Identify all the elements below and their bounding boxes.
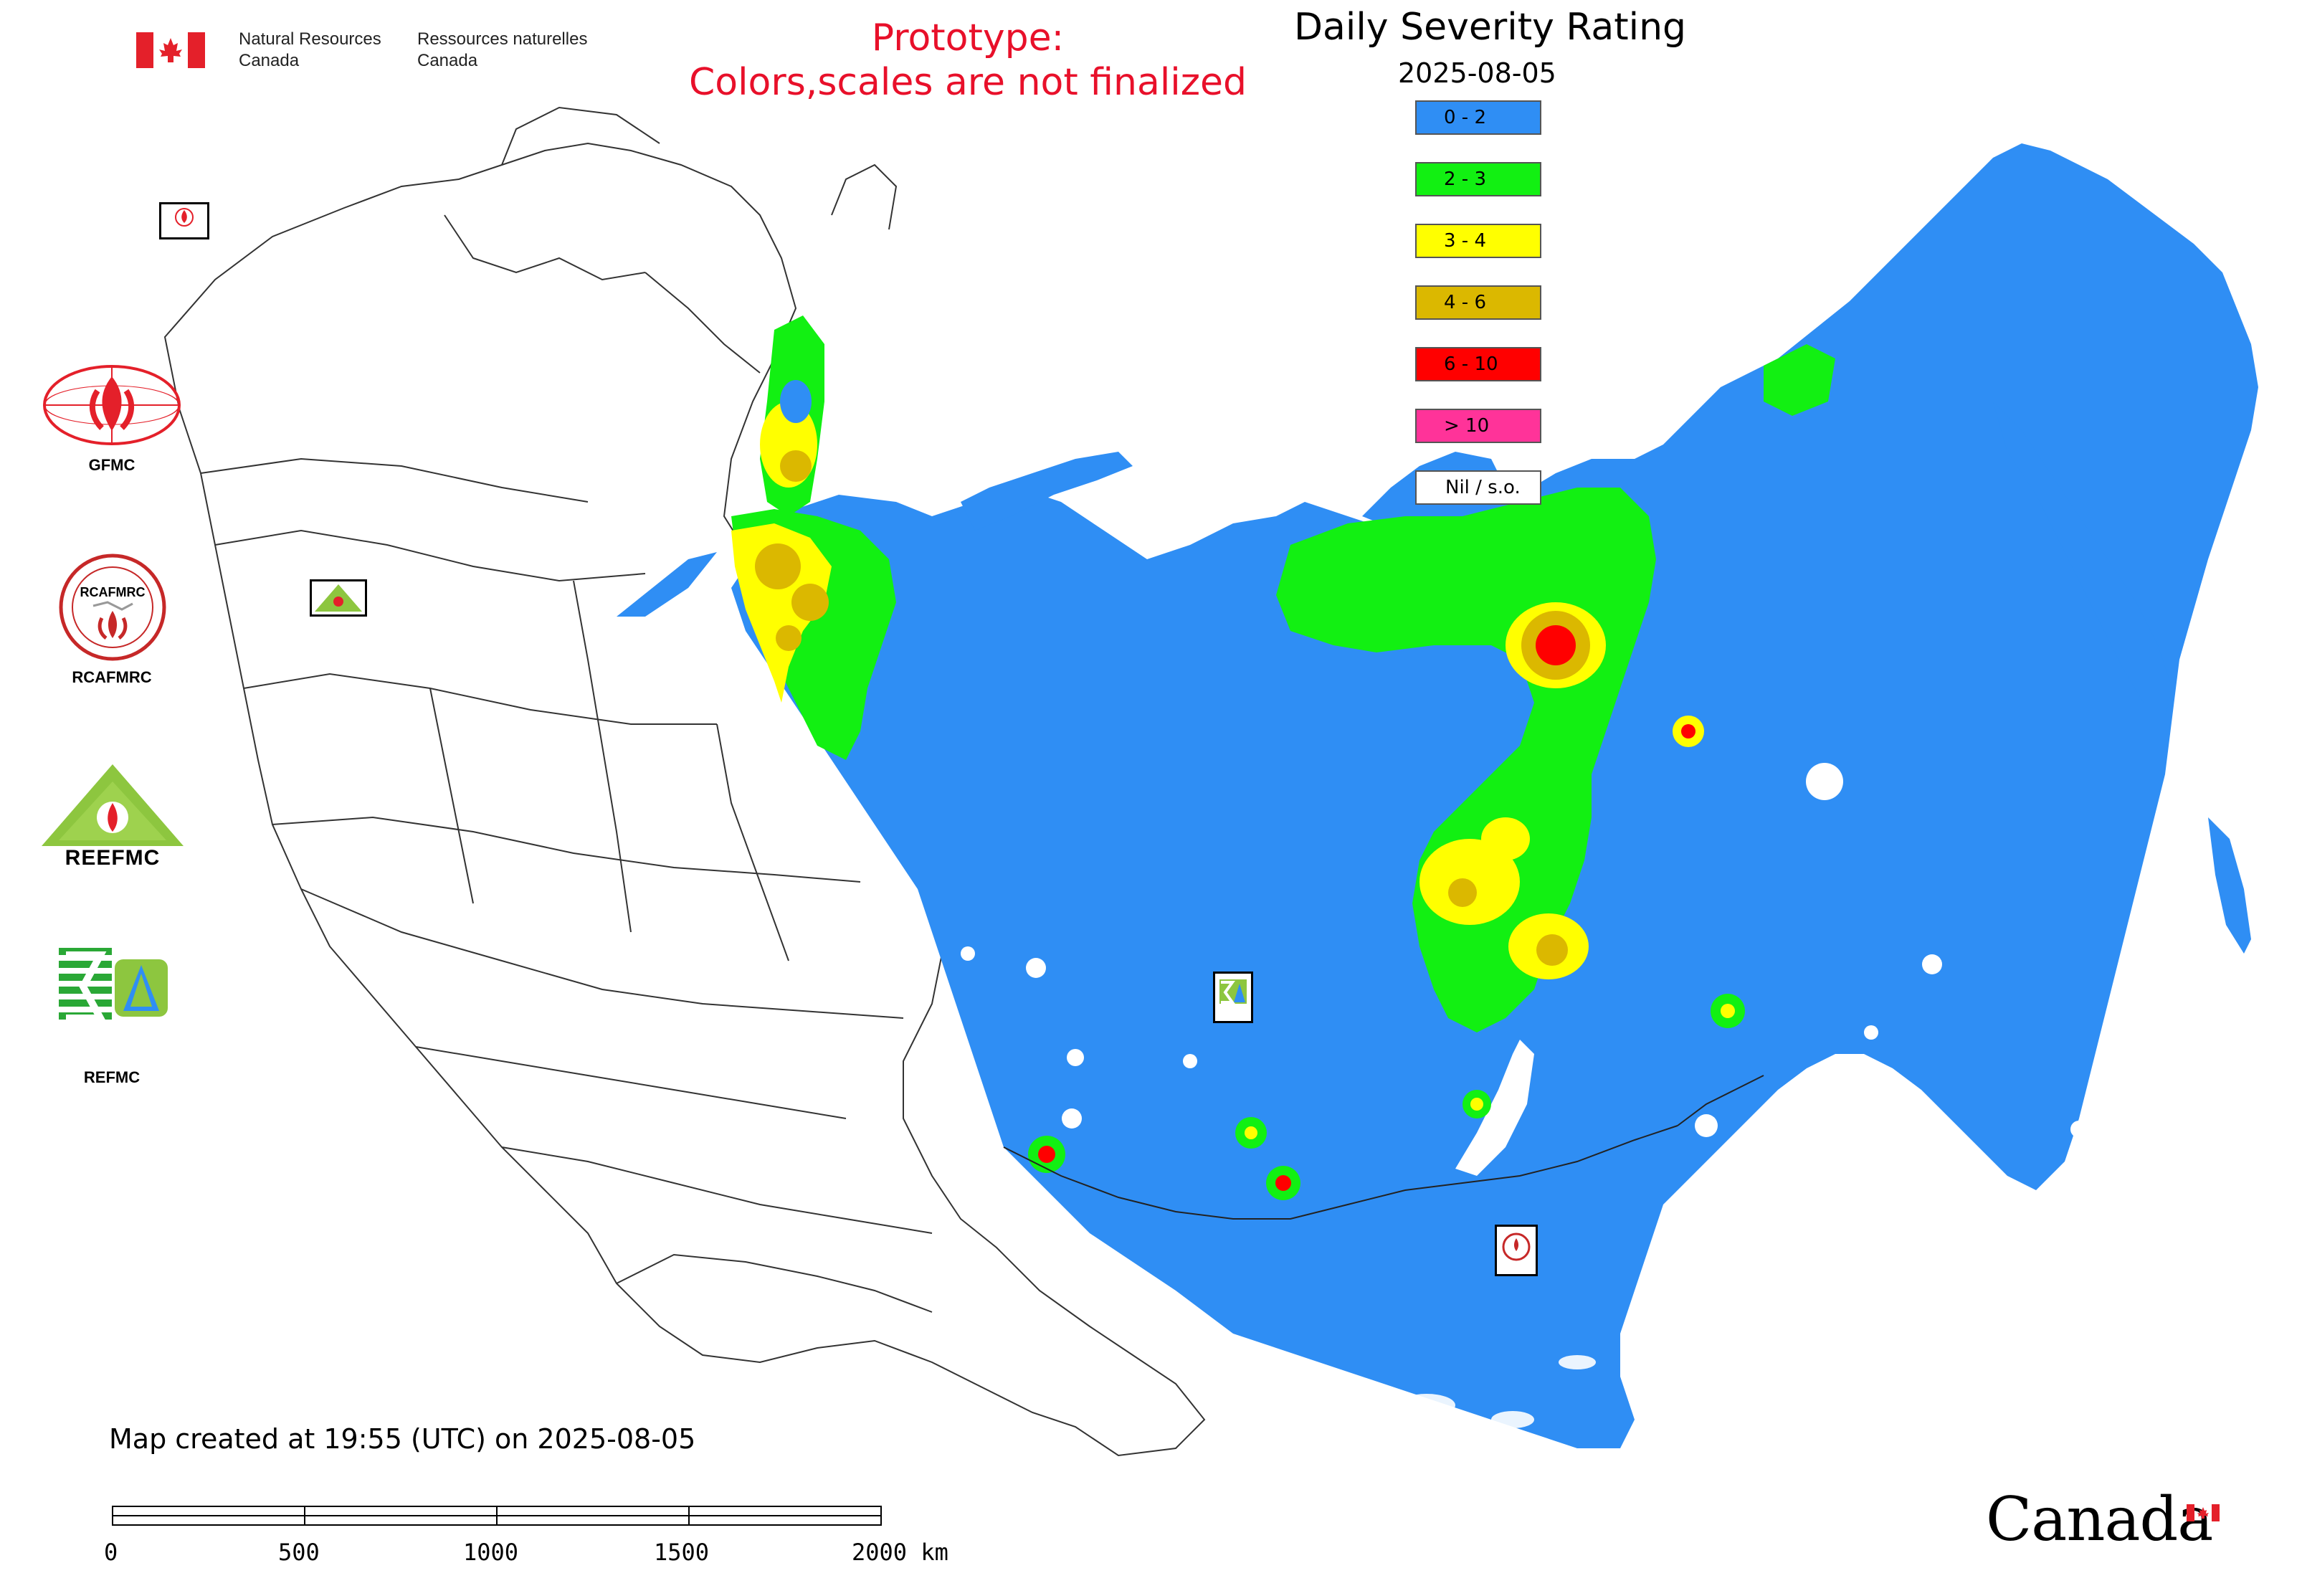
lake-baikal: [1455, 1040, 1534, 1176]
southern-border-line: [1003, 1125, 1678, 1220]
novaya-zemlya-island: [961, 452, 1133, 531]
nil-data-circles: [961, 763, 2088, 1138]
legend-label: > 10: [1444, 415, 1490, 437]
amur-hotspot-core: [1721, 1004, 1735, 1018]
agency-name-english: Natural Resources Canada: [239, 29, 381, 72]
scale-bar: [112, 1506, 882, 1527]
agency-en-line2: Canada: [239, 51, 300, 70]
western-hotspot: [755, 543, 801, 589]
baltic-sliver: [617, 552, 717, 617]
siberian-hotspot-north: [1536, 625, 1576, 665]
legend-label: 0 - 2: [1444, 107, 1486, 128]
rcafmrc-logo-icon: RCAFMRC: [57, 552, 168, 662]
canada-flag-icon: [136, 32, 205, 68]
yakutia-hotspot: [1681, 724, 1695, 738]
legend-item-3-4: 3 - 4: [1415, 224, 1541, 258]
scale-label-500: 500: [278, 1539, 320, 1566]
wordmark-flag-icon: [2187, 1504, 2220, 1521]
siberian-yellow-zone-mid: [1481, 817, 1530, 860]
sakhalin-island: [2208, 817, 2251, 954]
scale-label-1000: 1000: [463, 1539, 519, 1566]
scale-label-2000-km: 2000 km: [852, 1539, 948, 1566]
legend-item-2-3: 2 - 3: [1415, 162, 1541, 196]
legend-item-nil: Nil / s.o.: [1415, 470, 1541, 505]
agency-name-french: Ressources naturelles Canada: [417, 29, 587, 72]
canada-wordmark: Canada: [1986, 1484, 2213, 1554]
baikal-hotspot: [1536, 934, 1568, 966]
south-hotspot-3-core: [1245, 1126, 1257, 1139]
svg-text:RCAFMRC: RCAFMRC: [80, 585, 146, 599]
rcafmrc-map-marker-icon: [1495, 1225, 1538, 1276]
western-country-outlines: [163, 106, 1206, 1457]
map-created-timestamp: Map created at 19:55 (UTC) on 2025-08-05: [109, 1423, 696, 1455]
legend-label: 2 - 3: [1444, 168, 1486, 190]
gfmc-logo-label: GFMC: [88, 456, 135, 474]
refmc-logo-icon: [59, 945, 171, 1031]
prototype-line2: Colors,scales are not finalized: [688, 61, 1247, 104]
kola-blue-patch: [780, 380, 812, 423]
karelia-hotspot: [780, 450, 812, 482]
reefmc-wordmark: REEFMC: [65, 846, 161, 869]
scale-label-0: 0: [104, 1539, 118, 1566]
scale-label-1500: 1500: [654, 1539, 710, 1566]
agency-fr-line1: Ressources naturelles: [417, 29, 588, 49]
legend-item-over-10: > 10: [1415, 409, 1541, 443]
south-hotspot-4-core: [1470, 1098, 1483, 1111]
southern-nil-speckle: [1204, 1344, 1596, 1428]
canada-wordmark-text: Canada: [1986, 1484, 2213, 1554]
reefmc-map-marker-icon: [310, 579, 367, 617]
agency-en-line1: Natural Resources: [239, 29, 381, 49]
reefmc-logo-icon: REEFMC: [37, 760, 188, 869]
legend-label: 3 - 4: [1444, 230, 1486, 252]
western-hotspot-3: [776, 625, 802, 651]
prototype-notice: Prototype: Colors,scales are not finaliz…: [645, 16, 1290, 105]
kamchatka-region: [1993, 402, 2172, 717]
siberian-hotspot-south: [1448, 878, 1477, 907]
legend-label: 6 - 10: [1444, 353, 1498, 375]
gfmc-map-marker-icon: [159, 202, 209, 239]
western-hotspot-2: [791, 584, 829, 621]
rcafmrc-logo-label: RCAFMRC: [72, 668, 152, 686]
prototype-line1: Prototype:: [871, 16, 1065, 60]
gfmc-logo-icon: [40, 362, 184, 448]
refmc-map-marker-icon: [1213, 972, 1253, 1023]
map-title: Daily Severity Rating: [1294, 6, 1687, 49]
refmc-logo-label: REFMC: [83, 1068, 141, 1086]
south-hotspot-1-core: [1038, 1146, 1055, 1163]
map-date: 2025-08-05: [1398, 57, 1556, 89]
agency-fr-line2: Canada: [417, 51, 478, 70]
chukotka-green-zone: [1764, 344, 1835, 416]
legend-item-0-2: 0 - 2: [1415, 100, 1541, 135]
legend-label: 4 - 6: [1444, 292, 1486, 313]
legend-label: Nil / s.o.: [1445, 477, 1521, 498]
legend-item-6-10: 6 - 10: [1415, 347, 1541, 381]
south-hotspot-2-core: [1275, 1175, 1291, 1191]
eastern-border-line: [1677, 1075, 1764, 1126]
legend-item-4-6: 4 - 6: [1415, 285, 1541, 320]
